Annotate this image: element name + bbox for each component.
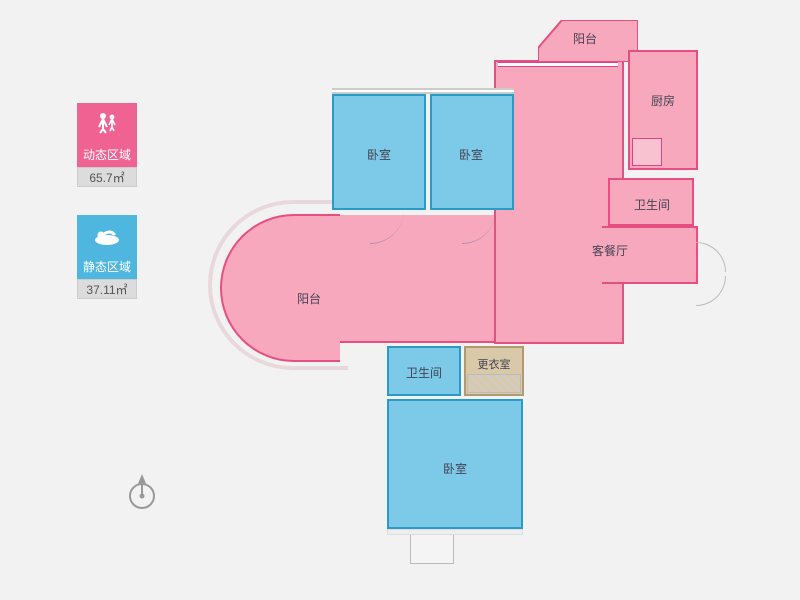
window-top-bedrooms (332, 88, 514, 94)
ledge-bottom (410, 534, 454, 564)
room-bathroom-2 (387, 346, 461, 396)
room-living-ext (602, 226, 698, 284)
legend-static-label: 静态区域 (77, 255, 137, 279)
door-swing-right-1 (696, 242, 726, 272)
room-bedroom-3 (387, 399, 523, 529)
dynamic-zone-icon (77, 103, 137, 143)
room-bathroom-top (608, 178, 694, 226)
room-balcony-top (538, 20, 638, 62)
closet-hatch (467, 374, 521, 393)
compass-icon (120, 470, 164, 519)
legend-dynamic: 动态区域 65.7㎡ (62, 103, 152, 187)
legend-dynamic-value: 65.7㎡ (77, 167, 137, 187)
static-zone-icon (77, 215, 137, 255)
floorplan-canvas: 动态区域 65.7㎡ 静态区域 37.11㎡ (0, 0, 800, 600)
legend: 动态区域 65.7㎡ 静态区域 37.11㎡ (62, 103, 152, 299)
legend-static-value: 37.11㎡ (77, 279, 137, 299)
room-bedroom-1 (332, 94, 426, 210)
floorplan: 阳台 厨房 卫生间 客餐厅 阳台 卧室 卧室 卫生间 更衣室 卧室 (230, 20, 750, 580)
legend-dynamic-label: 动态区域 (77, 143, 137, 167)
window-living-top (498, 62, 618, 67)
wall-bottom (387, 529, 523, 535)
kitchen-counter (632, 138, 662, 166)
legend-static: 静态区域 37.11㎡ (62, 215, 152, 299)
room-bedroom-2 (430, 94, 514, 210)
door-swing-right-2 (696, 276, 726, 306)
